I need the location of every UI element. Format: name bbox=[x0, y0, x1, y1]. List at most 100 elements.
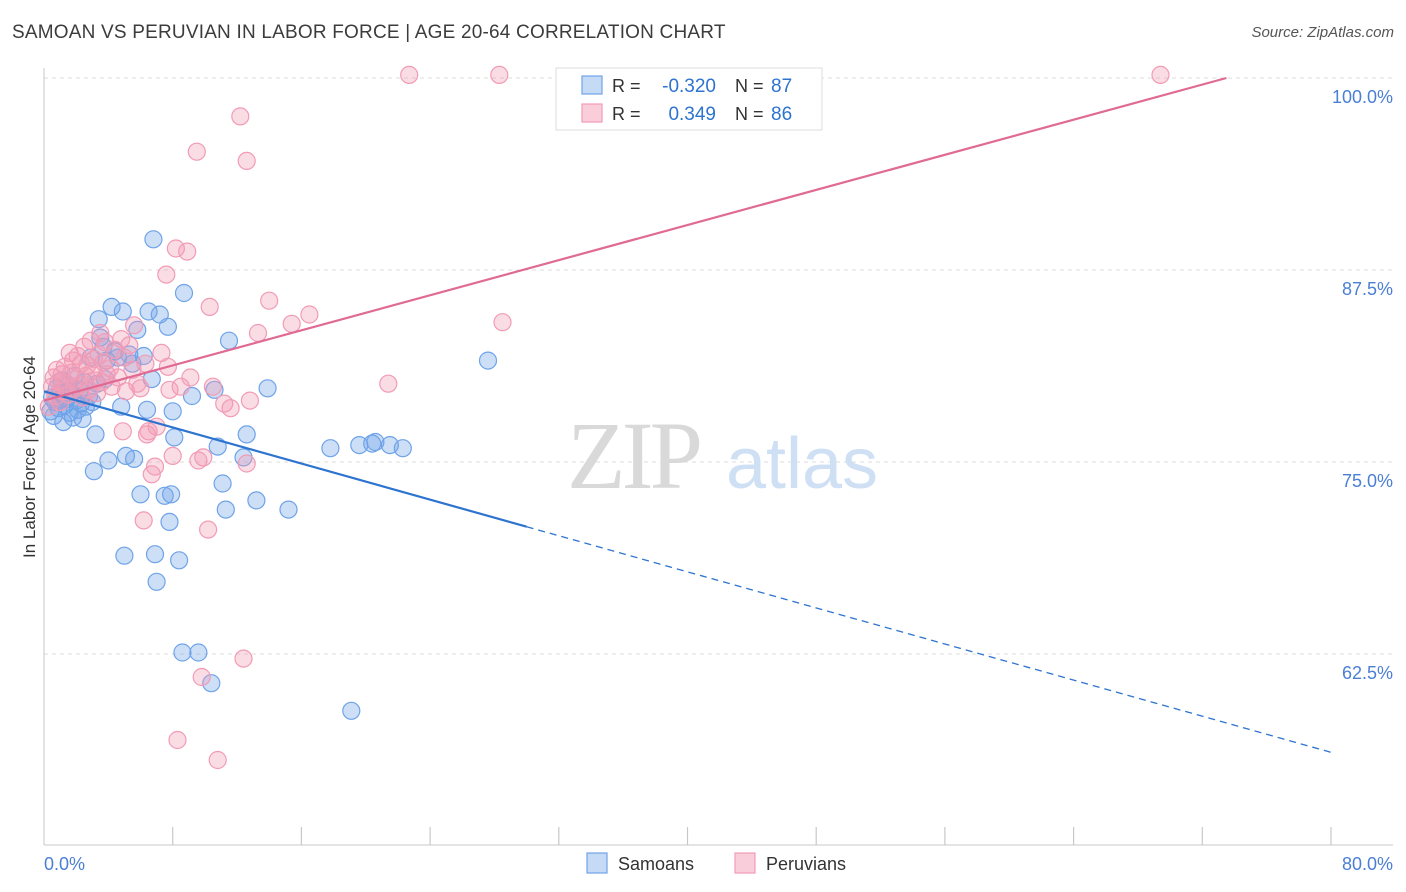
axes bbox=[43, 68, 1393, 846]
x-tick-label-min: 0.0% bbox=[44, 854, 85, 874]
peruvian-point bbox=[131, 379, 150, 398]
legend-n-label-peruvians: N = bbox=[735, 104, 764, 124]
chart-title: SAMOAN VS PERUVIAN IN LABOR FORCE | AGE … bbox=[12, 22, 726, 43]
samoan-point bbox=[174, 283, 194, 303]
peruvian-point bbox=[81, 331, 100, 350]
samoan-point bbox=[160, 512, 179, 532]
peruvian-point bbox=[137, 425, 157, 444]
samoan-point bbox=[363, 434, 382, 453]
samoan-point bbox=[205, 380, 224, 399]
y-tick-label: 75.0% bbox=[1342, 471, 1393, 491]
peruvian-point bbox=[282, 314, 301, 333]
samoan-point bbox=[342, 701, 361, 720]
legend-bottom-swatch-peruvians bbox=[734, 852, 756, 874]
peruvian-point bbox=[168, 730, 187, 750]
samoan-point bbox=[321, 439, 340, 458]
legend-stats: R = -0.320 N = 87 R = 0.349 N = 86 bbox=[555, 67, 823, 131]
peruvian-point bbox=[192, 667, 211, 687]
peruvian-point bbox=[1151, 65, 1170, 85]
samoan-point bbox=[145, 545, 165, 564]
y-axis-label: In Labor Force | Age 20-64 bbox=[20, 356, 39, 558]
legend-n-label-samoans: N = bbox=[735, 76, 764, 96]
peruvian-point bbox=[400, 65, 419, 85]
peruvian-point bbox=[163, 446, 182, 465]
samoan-point bbox=[155, 486, 174, 505]
samoan-point bbox=[137, 400, 157, 419]
peruvian-point bbox=[160, 380, 179, 399]
y-tick-label: 62.5% bbox=[1342, 663, 1393, 683]
samoan-point bbox=[478, 351, 498, 370]
peruvian-point bbox=[187, 142, 206, 161]
peruvian-point bbox=[178, 242, 197, 261]
samoan-point bbox=[144, 230, 163, 249]
samoan-point bbox=[102, 297, 121, 316]
legend-bottom-swatch-samoans bbox=[586, 852, 608, 874]
samoans-trend-line-solid bbox=[43, 390, 527, 528]
peruvian-point bbox=[91, 323, 110, 343]
legend-bottom-label-peruvians: Peruvians bbox=[766, 854, 846, 874]
samoan-point bbox=[170, 551, 189, 570]
samoan-point bbox=[84, 462, 104, 481]
legend-n-value-peruvians: 86 bbox=[771, 104, 792, 125]
peruvian-point bbox=[166, 239, 185, 258]
samoan-point bbox=[113, 302, 132, 321]
peruvian-point bbox=[248, 323, 268, 343]
samoan-point bbox=[165, 428, 184, 447]
peruvian-point bbox=[237, 454, 256, 473]
peruvian-point bbox=[300, 305, 319, 324]
samoan-point bbox=[115, 546, 134, 565]
peruvian-point bbox=[208, 750, 227, 770]
samoan-point bbox=[219, 331, 239, 350]
peruvian-point bbox=[200, 297, 219, 316]
samoan-point bbox=[125, 449, 144, 468]
peruvian-point bbox=[105, 340, 124, 359]
y-tick-label: 100.0% bbox=[1332, 87, 1393, 107]
peruvian-point bbox=[237, 151, 256, 170]
watermark-zip: ZIP bbox=[567, 402, 700, 509]
legend-r-label-samoans: R = bbox=[612, 76, 641, 96]
peruvian-point bbox=[136, 354, 155, 373]
samoans-trend-line-dashed bbox=[526, 526, 1332, 753]
samoan-point bbox=[258, 379, 277, 398]
samoans-points bbox=[41, 230, 498, 720]
peruvian-point bbox=[189, 451, 208, 470]
legend-swatch-samoans bbox=[581, 75, 603, 95]
peruvian-point bbox=[231, 107, 250, 126]
peruvian-point bbox=[125, 316, 144, 335]
samoan-point bbox=[247, 491, 266, 510]
legend-r-value-peruvians: 0.349 bbox=[668, 104, 716, 125]
x-tick-label-max: 80.0% bbox=[1342, 854, 1393, 874]
samoan-point bbox=[158, 317, 177, 336]
y-tick-label: 87.5% bbox=[1342, 279, 1393, 299]
peruvian-point bbox=[379, 374, 398, 393]
peruvian-point bbox=[221, 399, 240, 418]
samoan-point bbox=[393, 439, 412, 458]
samoan-point bbox=[279, 500, 298, 519]
watermark-atlas: atlas bbox=[726, 424, 878, 504]
samoan-point bbox=[202, 674, 221, 693]
samoan-point bbox=[89, 310, 108, 329]
peruvian-point bbox=[181, 368, 200, 387]
samoan-point bbox=[162, 485, 181, 504]
peruvian-point bbox=[215, 394, 234, 413]
samoan-point bbox=[237, 425, 256, 444]
legend-series: Samoans Peruvians bbox=[586, 852, 846, 874]
peruvian-point bbox=[145, 457, 165, 476]
peruvian-point bbox=[113, 422, 132, 441]
samoan-point bbox=[213, 474, 232, 493]
peruvian-point bbox=[120, 336, 139, 355]
peruvian-point bbox=[171, 377, 190, 396]
samoan-point bbox=[147, 572, 166, 591]
peruvian-point bbox=[203, 377, 222, 396]
legend-n-value-samoans: 87 bbox=[771, 76, 792, 97]
peruvian-point bbox=[240, 391, 259, 410]
samoan-point bbox=[216, 500, 235, 519]
peruvian-point bbox=[234, 649, 253, 668]
samoan-point bbox=[86, 425, 105, 444]
samoan-point bbox=[173, 643, 192, 662]
peruvian-point bbox=[493, 313, 512, 332]
peruvian-point bbox=[199, 520, 218, 539]
samoan-point bbox=[189, 643, 208, 662]
chart-source: Source: ZipAtlas.com bbox=[1251, 24, 1394, 41]
